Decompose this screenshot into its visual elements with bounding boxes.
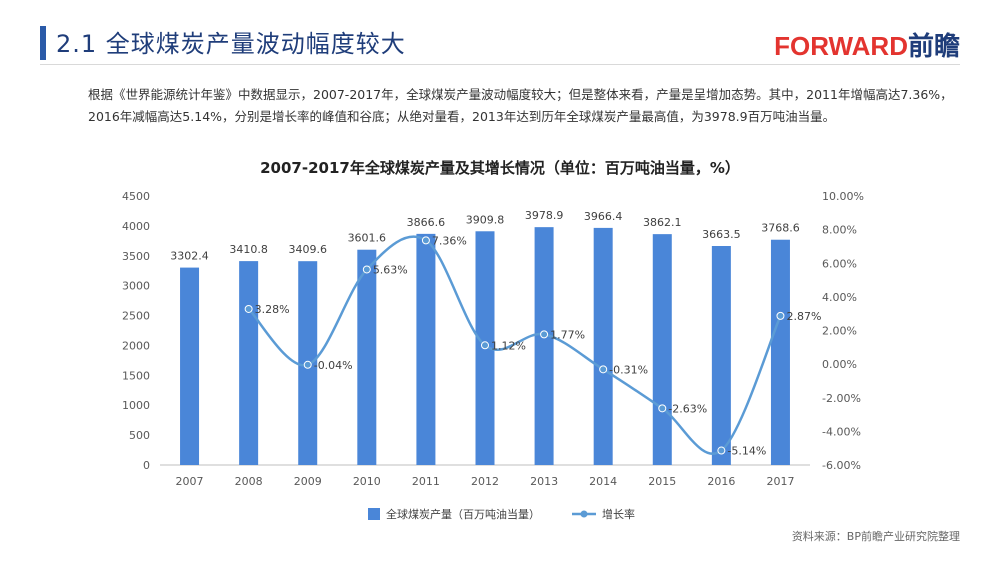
x-tick-label: 2013 bbox=[530, 475, 558, 488]
growth-rate-label: 5.63% bbox=[373, 263, 408, 276]
x-tick-label: 2007 bbox=[176, 475, 204, 488]
y-left-tick-label: 2500 bbox=[122, 310, 150, 323]
x-tick-label: 2012 bbox=[471, 475, 499, 488]
y-left-tick-label: 0 bbox=[143, 459, 150, 472]
growth-rate-label: 3.28% bbox=[255, 303, 290, 316]
source-note: 资料来源：BP前瞻产业研究院整理 bbox=[791, 530, 960, 543]
x-tick-label: 2015 bbox=[648, 475, 676, 488]
bar-data-label: 3866.6 bbox=[407, 216, 446, 229]
growth-rate-label: -0.31% bbox=[609, 363, 648, 376]
y-right-tick-label: 8.00% bbox=[822, 224, 857, 237]
bar bbox=[180, 267, 200, 465]
growth-rate-point bbox=[658, 404, 667, 413]
x-tick-label: 2009 bbox=[294, 475, 322, 488]
forward-logo: FORWARD前瞻 bbox=[774, 26, 960, 63]
bar-data-label: 3768.6 bbox=[761, 222, 800, 235]
logo-text: FORWARD bbox=[774, 31, 908, 61]
x-tick-label: 2016 bbox=[707, 475, 735, 488]
x-tick-label: 2017 bbox=[766, 475, 794, 488]
growth-rate-label: 2.87% bbox=[786, 310, 821, 323]
y-left-tick-label: 4500 bbox=[122, 190, 150, 203]
bar-data-label: 3302.4 bbox=[170, 250, 209, 263]
y-left-tick-label: 3000 bbox=[122, 280, 150, 293]
legend-bar-swatch bbox=[368, 508, 380, 520]
growth-rate-point bbox=[540, 330, 549, 339]
growth-rate-label: 7.36% bbox=[432, 234, 467, 247]
logo-cn-text: 前瞻 bbox=[907, 31, 960, 61]
bar bbox=[652, 234, 672, 465]
header-divider bbox=[40, 64, 960, 65]
growth-rate-label: -5.14% bbox=[727, 445, 766, 458]
growth-rate-point bbox=[362, 265, 371, 274]
bar-data-label: 3663.5 bbox=[702, 228, 741, 241]
bar bbox=[534, 227, 554, 465]
y-right-tick-label: 6.00% bbox=[822, 257, 857, 270]
growth-rate-point bbox=[244, 304, 253, 313]
chart-title: 2007-2017年全球煤炭产量及其增长情况（单位：百万吨油当量，%） bbox=[260, 159, 740, 177]
x-tick-label: 2008 bbox=[235, 475, 263, 488]
x-tick-label: 2011 bbox=[412, 475, 440, 488]
growth-rate-label: -0.04% bbox=[314, 359, 353, 372]
growth-rate-point bbox=[599, 365, 608, 374]
legend-line-marker bbox=[580, 510, 588, 518]
bar-data-label: 3410.8 bbox=[229, 243, 268, 256]
bar-data-label: 3978.9 bbox=[525, 209, 564, 222]
y-left-tick-label: 500 bbox=[129, 429, 150, 442]
x-tick-label: 2014 bbox=[589, 475, 617, 488]
y-right-tick-label: -2.00% bbox=[822, 392, 861, 405]
growth-rate-label: 1.77% bbox=[550, 328, 585, 341]
y-right-tick-label: -4.00% bbox=[822, 425, 861, 438]
bar bbox=[357, 249, 377, 465]
growth-rate-point bbox=[481, 341, 489, 350]
growth-rate-label: -2.63% bbox=[668, 402, 707, 415]
growth-rate-point bbox=[776, 311, 785, 320]
growth-rate-point bbox=[303, 360, 312, 369]
intro-paragraph: 根据《世界能源统计年鉴》中数据显示，2007-2017年，全球煤炭产量波动幅度较… bbox=[88, 87, 953, 124]
y-right-tick-label: 4.00% bbox=[822, 291, 857, 304]
bar bbox=[593, 227, 613, 465]
growth-rate-point bbox=[717, 446, 726, 455]
y-right-tick-label: 2.00% bbox=[822, 325, 857, 338]
y-left-tick-label: 4000 bbox=[122, 220, 150, 233]
bar-data-label: 3909.8 bbox=[466, 213, 505, 226]
bar bbox=[770, 239, 790, 465]
growth-rate-line bbox=[247, 235, 782, 455]
bar-data-label: 3409.6 bbox=[288, 243, 327, 256]
growth-rate-point bbox=[421, 236, 430, 245]
x-tick-label: 2010 bbox=[353, 475, 381, 488]
y-right-tick-label: 10.00% bbox=[822, 190, 864, 203]
y-left-tick-label: 1000 bbox=[122, 399, 150, 412]
y-left-tick-label: 2000 bbox=[122, 339, 150, 352]
y-right-tick-label: -6.00% bbox=[822, 459, 861, 472]
growth-rate-label: 1.12% bbox=[491, 339, 526, 352]
legend-bar-label: 全球煤炭产量（百万吨油当量） bbox=[386, 507, 540, 521]
legend-line-label: 增长率 bbox=[602, 507, 635, 521]
y-left-tick-label: 1500 bbox=[122, 369, 150, 382]
y-left-tick-label: 3500 bbox=[122, 250, 150, 263]
bar bbox=[239, 261, 259, 465]
bar-data-label: 3966.4 bbox=[584, 210, 623, 223]
bar bbox=[416, 233, 436, 465]
title-accent-bar bbox=[40, 26, 46, 60]
page-title: 2.1 全球煤炭产量波动幅度较大 bbox=[56, 30, 406, 58]
y-right-tick-label: 0.00% bbox=[822, 358, 857, 371]
bar bbox=[711, 246, 731, 465]
bar-data-label: 3862.1 bbox=[643, 216, 682, 229]
bar-data-label: 3601.6 bbox=[348, 232, 387, 245]
